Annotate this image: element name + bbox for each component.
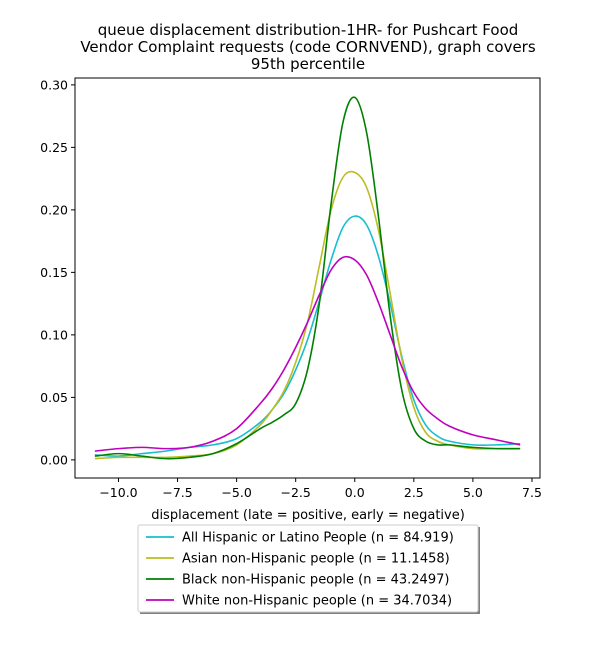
series-line-1 (94, 215, 521, 457)
y-tick-label: 0.20 (40, 202, 68, 217)
y-tick-label: 0.10 (40, 327, 68, 342)
legend-label-2: Asian non-Hispanic people (n = 11.1458) (182, 552, 450, 567)
chart-title-line: Vendor Complaint requests (code CORNVEND… (80, 38, 536, 56)
y-tick-label: 0.05 (40, 390, 68, 405)
x-tick-label: −2.5 (281, 485, 311, 500)
x-tick-label: −7.5 (162, 485, 192, 500)
legend-label-3: Black non-Hispanic people (n = 43.2497) (182, 573, 449, 588)
y-tick-label: 0.30 (40, 77, 68, 92)
x-tick-label: 5.0 (463, 485, 483, 500)
x-tick-label: −10.0 (99, 485, 137, 500)
y-tick-label: 0.25 (40, 140, 68, 155)
chart-title: queue displacement distribution-1HR- for… (80, 21, 536, 73)
x-tick-label: 7.5 (522, 485, 542, 500)
y-axis: 0.00 0.05 0.10 0.15 0.20 0.25 0.30 (40, 77, 75, 467)
x-tick-label: 0.0 (345, 485, 365, 500)
y-tick-label: 0.00 (40, 452, 68, 467)
x-tick-label: −5.0 (221, 485, 251, 500)
series-line-4 (94, 255, 521, 452)
chart-title-line: queue displacement distribution-1HR- for… (98, 21, 519, 39)
legend-label-1: All Hispanic or Latino People (n = 84.91… (182, 531, 454, 546)
x-axis: −10.0 −7.5 −5.0 −2.5 0.0 2.5 5.0 7.5 (99, 478, 542, 500)
series-line-2 (94, 170, 521, 460)
plot-lines (94, 96, 521, 460)
legend-label-4: White non-Hispanic people (n = 34.7034) (182, 594, 452, 609)
legend-box (137, 524, 479, 613)
x-axis-label: displacement (late = positive, early = n… (151, 508, 465, 523)
x-tick-label: 2.5 (404, 485, 424, 500)
legend: All Hispanic or Latino People (n = 84.91… (137, 524, 480, 614)
series-line-3 (94, 96, 521, 460)
plot-frame (74, 77, 541, 479)
chart-title-line: 95th percentile (251, 55, 365, 73)
y-tick-label: 0.15 (40, 265, 68, 280)
